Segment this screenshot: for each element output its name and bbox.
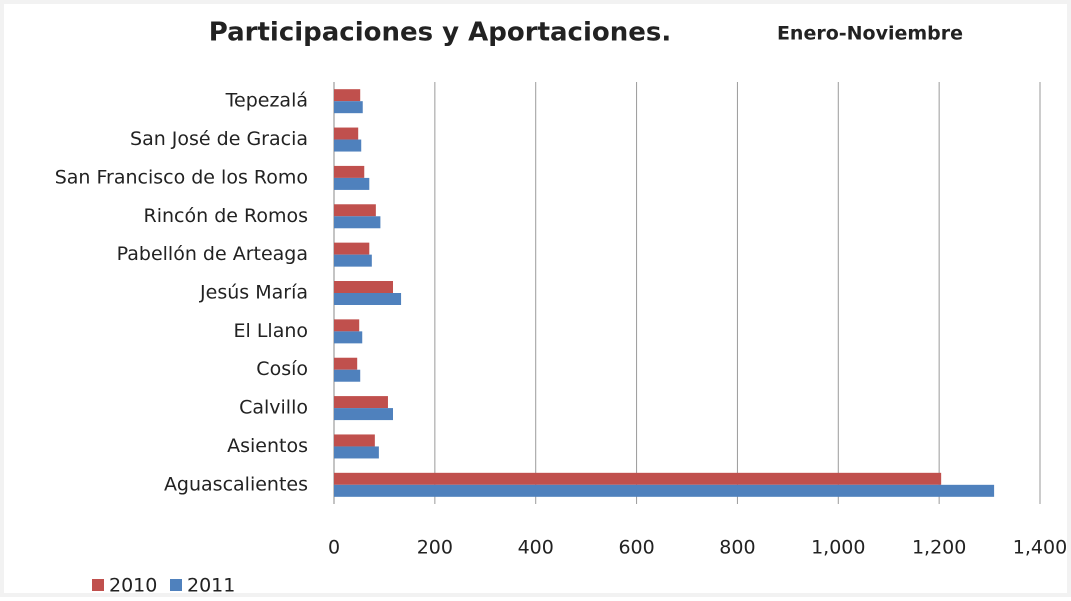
bar (334, 484, 995, 497)
bar (334, 165, 365, 178)
bar (334, 293, 402, 305)
x-tick-label: 200 (417, 537, 453, 559)
bar (334, 357, 358, 370)
bar (334, 446, 379, 459)
x-tick-label: 400 (518, 537, 554, 559)
y-tick-label: Pabellón de Arteaga (117, 243, 308, 265)
bar (334, 204, 376, 217)
bar (334, 127, 359, 140)
bar (334, 177, 370, 190)
legend-swatch (92, 579, 104, 591)
bar (334, 281, 394, 293)
bar (334, 101, 363, 114)
legend-swatch (170, 579, 182, 591)
bar (334, 408, 394, 421)
legend-label: 2010 (109, 575, 157, 597)
x-tick-label: 1,000 (811, 537, 865, 559)
y-tick-label: Jesús María (199, 282, 308, 304)
chart-title: Participaciones y Aportaciones. (209, 18, 671, 48)
bar (334, 216, 381, 229)
bar (334, 254, 372, 267)
legend-label: 2011 (187, 575, 235, 597)
bar (334, 139, 362, 152)
y-tick-label: Calvillo (239, 397, 308, 419)
y-tick-label: Cosío (256, 358, 308, 380)
bar (334, 331, 363, 344)
bar (334, 472, 942, 485)
y-tick-label: San José de Gracia (130, 128, 308, 150)
x-tick-label: 800 (719, 537, 755, 559)
y-tick-label: Rincón de Romos (144, 205, 308, 227)
bar (334, 396, 388, 409)
y-tick-label: Aguascalientes (164, 473, 308, 495)
y-tick-label: El Llano (234, 320, 309, 342)
bar (334, 89, 361, 102)
x-tick-label: 0 (328, 537, 340, 559)
x-tick-label: 1,200 (912, 537, 966, 559)
bar (334, 434, 375, 447)
x-tick-label: 600 (618, 537, 654, 559)
bar (334, 242, 370, 255)
bar (334, 369, 361, 382)
y-tick-label: Tepezalá (225, 90, 308, 112)
y-tick-label: Asientos (227, 435, 308, 457)
chart-subtitle: Enero-Noviembre (777, 23, 963, 45)
bar (334, 319, 360, 332)
y-tick-label: San Francisco de los Romo (55, 166, 308, 188)
x-tick-label: 1,400 (1013, 537, 1067, 559)
